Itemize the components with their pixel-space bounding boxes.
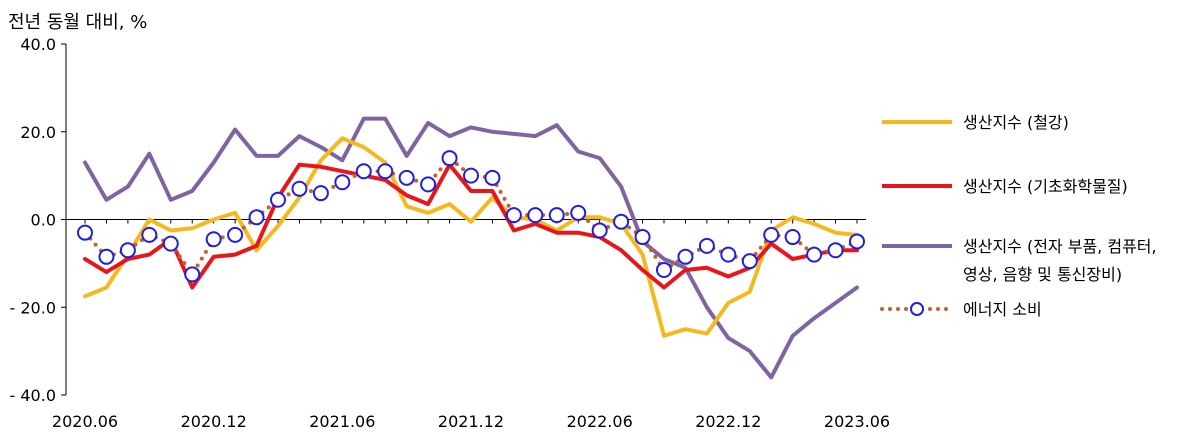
energy-point — [634, 229, 651, 246]
y-tick-label: 20.0 — [20, 123, 56, 142]
legend-label: 에너지 소비 — [963, 300, 1042, 319]
energy-point — [591, 222, 608, 239]
energy-point — [248, 209, 265, 226]
series-layer — [77, 116, 865, 380]
legend-label: 생산지수 (기초화학물질) — [963, 177, 1128, 196]
legend-label: 영상, 음향 및 통신장비) — [963, 265, 1122, 284]
energy-point — [463, 167, 479, 184]
energy-point — [677, 248, 694, 265]
energy-point — [806, 246, 823, 263]
x-tick-label: 2023.06 — [824, 412, 890, 431]
energy-point — [334, 174, 351, 191]
legend-label: 생산지수 (전자 부품, 컴퓨터, — [963, 237, 1157, 256]
energy-point — [656, 261, 672, 278]
energy-point — [291, 180, 308, 197]
x-tick-label: 2022.12 — [695, 412, 761, 431]
energy-point — [420, 176, 437, 193]
energy-point — [119, 242, 136, 259]
series-steel-line — [83, 136, 859, 338]
legend-marker — [910, 302, 924, 316]
energy-point — [849, 233, 865, 250]
legend: 생산지수 (철강) 생산지수 (기초화학물질) 생산지수 (전자 부품, 컴퓨터, 영… — [880, 113, 1157, 319]
energy-point — [613, 213, 630, 230]
energy-point — [227, 226, 244, 243]
y-tick-label: - 40.0 — [10, 386, 56, 405]
x-tick-label: 2022.06 — [567, 412, 633, 431]
energy-point — [377, 163, 394, 180]
energy-point — [77, 224, 93, 241]
energy-point — [184, 266, 201, 283]
energy-point — [570, 204, 587, 221]
energy-point — [505, 207, 522, 224]
energy-point — [98, 248, 115, 265]
series-electronics-line — [83, 116, 859, 380]
x-tick-label: 2020.12 — [181, 412, 247, 431]
energy-point — [162, 235, 179, 252]
energy-point — [270, 191, 286, 208]
y-tick-label: 40.0 — [20, 35, 56, 54]
energy-point — [720, 246, 737, 263]
energy-point — [784, 229, 801, 246]
energy-point — [698, 237, 715, 254]
energy-point — [312, 185, 329, 202]
series-chemicals-line — [83, 162, 859, 290]
energy-point — [398, 169, 415, 186]
energy-point — [527, 207, 544, 224]
energy-point — [355, 163, 372, 180]
energy-point — [763, 226, 780, 243]
x-tick-label: 2021.12 — [438, 412, 504, 431]
energy-point — [441, 150, 458, 167]
energy-point — [548, 207, 565, 224]
energy-point — [141, 226, 158, 243]
x-tick-label: 2021.06 — [309, 412, 375, 431]
energy-point — [484, 169, 501, 186]
energy-point — [741, 253, 758, 270]
y-axis-label: 전년 동월 대비, % — [8, 12, 148, 33]
x-tick-label: 2020.06 — [52, 412, 118, 431]
energy-point — [205, 231, 222, 248]
energy-point — [827, 242, 844, 259]
y-tick-label: - 20.0 — [10, 298, 56, 317]
y-tick-label: 0.0 — [31, 211, 56, 230]
legend-label: 생산지수 (철강) — [963, 113, 1069, 132]
